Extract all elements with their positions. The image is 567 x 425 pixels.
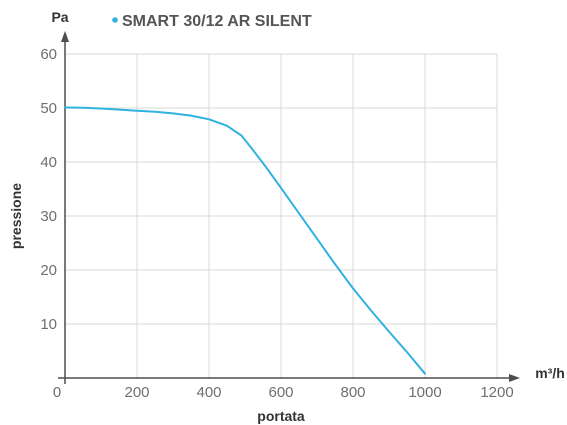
x-tick-label: 400: [196, 384, 221, 401]
x-tick-label: 200: [124, 384, 149, 401]
x-axis-unit: m³/h: [535, 365, 565, 381]
x-tick-label: 0: [53, 384, 61, 401]
y-tick-label: 50: [40, 100, 57, 117]
x-tick-label: 600: [268, 384, 293, 401]
y-tick-label: 40: [40, 154, 57, 171]
series-layer: [64, 106, 426, 375]
gridlines: [65, 53, 498, 378]
y-tick-label: 10: [40, 316, 57, 333]
legend: SMART 30/12 AR SILENT: [112, 13, 312, 30]
x-tick-label: 1000: [408, 384, 441, 401]
x-tick-label: 1200: [480, 384, 513, 401]
legend-label: SMART 30/12 AR SILENT: [122, 13, 312, 30]
x-tick-label: 800: [340, 384, 365, 401]
series-line-0: [64, 106, 426, 375]
axes: [58, 31, 520, 384]
y-axis-title: pressione: [8, 183, 24, 249]
y-axis-unit: Pa: [51, 9, 68, 25]
y-tick-label: 30: [40, 208, 57, 225]
y-tick-label: 20: [40, 262, 57, 279]
y-tick-label: 60: [40, 46, 57, 63]
x-axis-title: portata: [257, 408, 305, 424]
x-axis-arrow: [509, 374, 520, 382]
tick-labels: 0 200 400 600 800 1000 1200 10 20 30 40 50 60: [40, 46, 513, 401]
y-axis-arrow: [61, 31, 69, 42]
legend-marker: [112, 17, 118, 23]
